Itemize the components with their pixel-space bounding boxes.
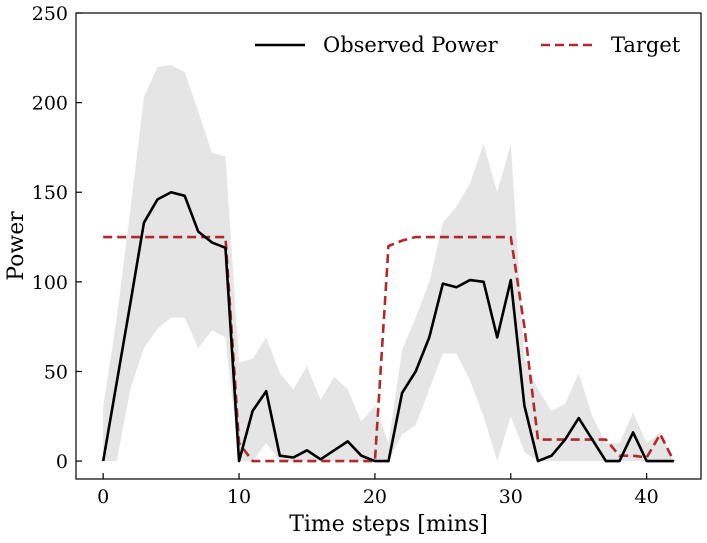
x-tick-label: 0 — [97, 486, 109, 508]
plot-frame — [75, 12, 702, 480]
y-tick-label: 0 — [56, 451, 68, 473]
y-tick-label: 150 — [32, 182, 68, 204]
y-tick-label: 200 — [32, 93, 68, 115]
x-tick-label: 30 — [499, 486, 523, 508]
legend-label-observed: Observed Power — [323, 33, 499, 57]
legend: Observed Power Target — [255, 33, 681, 57]
y-tick-label: 50 — [44, 361, 68, 383]
uncertainty-band — [103, 64, 674, 462]
series-line-observed — [101, 190, 674, 463]
x-tick-label: 10 — [227, 486, 251, 508]
legend-label-target: Target — [611, 33, 681, 57]
y-axis-ticks: 0 50 100 150 200 250 — [32, 3, 82, 473]
x-tick-label: 20 — [363, 486, 387, 508]
y-tick-label: 250 — [32, 3, 68, 25]
x-tick-label: 40 — [635, 486, 659, 508]
band-area — [103, 64, 674, 462]
series-lines — [101, 190, 675, 463]
y-axis-label: Power — [4, 211, 29, 281]
x-axis-label: Time steps [mins] — [289, 512, 488, 537]
series-line-target — [103, 235, 675, 463]
x-axis-ticks: 0 10 20 30 40 — [97, 473, 659, 508]
y-tick-label: 100 — [32, 272, 68, 294]
